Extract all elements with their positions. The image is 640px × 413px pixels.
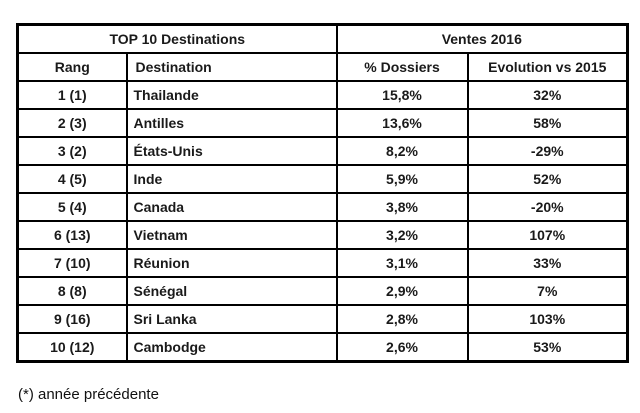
dossiers-cell: 2,9% xyxy=(335,276,469,306)
dossiers-cell: 5,9% xyxy=(335,164,469,194)
rank-cell: 8 (8) xyxy=(16,276,128,306)
table-row: 10 (12) Cambodge 2,6% 53% xyxy=(16,332,629,363)
evolution-cell: 107% xyxy=(466,220,629,250)
table-row: 3 (2) États-Unis 8,2% -29% xyxy=(16,136,629,166)
dossiers-cell: 13,6% xyxy=(335,108,469,138)
table-row: 7 (10) Réunion 3,1% 33% xyxy=(16,248,629,278)
dossiers-cell: 8,2% xyxy=(335,136,469,166)
rank-cell: 1 (1) xyxy=(16,80,128,110)
table-row: 5 (4) Canada 3,8% -20% xyxy=(16,192,629,222)
rank-cell: 7 (10) xyxy=(16,248,128,278)
destination-cell: Sri Lanka xyxy=(125,304,338,334)
rank-cell: 6 (13) xyxy=(16,220,128,250)
column-header-evolution: Evolution vs 2015 xyxy=(466,52,629,82)
dossiers-cell: 3,1% xyxy=(335,248,469,278)
dossiers-cell: 15,8% xyxy=(335,80,469,110)
table-row: 1 (1) Thailande 15,8% 32% xyxy=(16,80,629,110)
evolution-cell: 58% xyxy=(466,108,629,138)
table-row: 8 (8) Sénégal 2,9% 7% xyxy=(16,276,629,306)
table-row: 2 (3) Antilles 13,6% 58% xyxy=(16,108,629,138)
group-header-row: TOP 10 Destinations Ventes 2016 xyxy=(16,23,629,54)
evolution-cell: 32% xyxy=(466,80,629,110)
rank-cell: 9 (16) xyxy=(16,304,128,334)
rank-cell: 5 (4) xyxy=(16,192,128,222)
destination-cell: Réunion xyxy=(125,248,338,278)
rank-cell: 2 (3) xyxy=(16,108,128,138)
destination-cell: États-Unis xyxy=(125,136,338,166)
column-header-rang: Rang xyxy=(16,52,128,82)
column-header-destination: Destination xyxy=(125,52,338,82)
table-row: 9 (16) Sri Lanka 2,8% 103% xyxy=(16,304,629,334)
evolution-cell: 53% xyxy=(466,332,629,363)
group-header-ventes-2016: Ventes 2016 xyxy=(335,23,629,54)
destination-cell: Sénégal xyxy=(125,276,338,306)
table-row: 4 (5) Inde 5,9% 52% xyxy=(16,164,629,194)
rank-cell: 3 (2) xyxy=(16,136,128,166)
evolution-cell: 7% xyxy=(466,276,629,306)
destination-cell: Vietnam xyxy=(125,220,338,250)
dossiers-cell: 2,8% xyxy=(335,304,469,334)
evolution-cell: 52% xyxy=(466,164,629,194)
dossiers-cell: 3,8% xyxy=(335,192,469,222)
group-header-top10-destinations: TOP 10 Destinations xyxy=(16,23,338,54)
rank-cell: 4 (5) xyxy=(16,164,128,194)
column-header-row: Rang Destination % Dossiers Evolution vs… xyxy=(16,52,629,82)
destination-cell: Thailande xyxy=(125,80,338,110)
destination-cell: Canada xyxy=(125,192,338,222)
table-row: 6 (13) Vietnam 3,2% 107% xyxy=(16,220,629,250)
dossiers-cell: 3,2% xyxy=(335,220,469,250)
destination-cell: Antilles xyxy=(125,108,338,138)
rank-cell: 10 (12) xyxy=(16,332,128,363)
table-body: 1 (1) Thailande 15,8% 32% 2 (3) Antilles… xyxy=(16,80,629,363)
top10-destinations-table: TOP 10 Destinations Ventes 2016 Rang Des… xyxy=(16,23,630,363)
dossiers-cell: 2,6% xyxy=(335,332,469,363)
destination-cell: Inde xyxy=(125,164,338,194)
evolution-cell: -29% xyxy=(466,136,629,166)
evolution-cell: 103% xyxy=(466,304,629,334)
destination-cell: Cambodge xyxy=(125,332,338,363)
footnote: (*) année précédente xyxy=(18,386,159,403)
evolution-cell: 33% xyxy=(466,248,629,278)
evolution-cell: -20% xyxy=(466,192,629,222)
column-header-dossiers: % Dossiers xyxy=(335,52,469,82)
